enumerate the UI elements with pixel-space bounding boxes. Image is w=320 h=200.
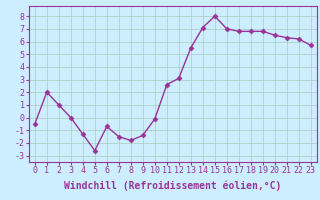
X-axis label: Windchill (Refroidissement éolien,°C): Windchill (Refroidissement éolien,°C): [64, 181, 282, 191]
